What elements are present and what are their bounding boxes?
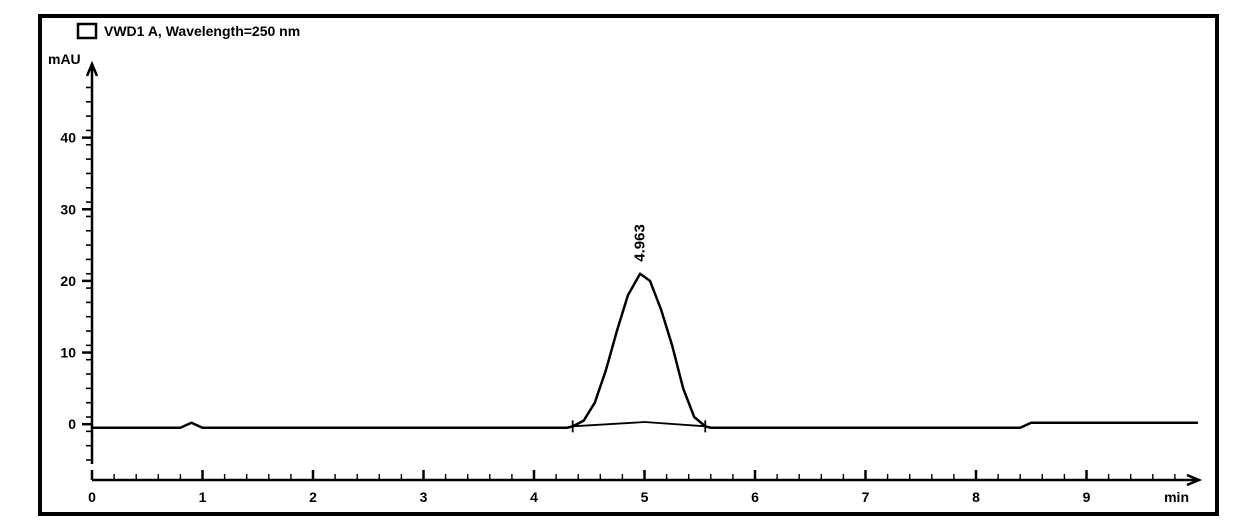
legend: VWD1 A, Wavelength=250 nm [78,23,300,39]
legend-label: VWD1 A, Wavelength=250 nm [104,23,300,39]
x-tick-label: 5 [641,489,649,505]
x-axis-label: min [1164,489,1189,505]
x-tick-label: 2 [309,489,317,505]
chromatogram-chart: VWD1 A, Wavelength=250 nmmAUmin010203040… [0,0,1239,530]
x-tick-label: 7 [862,489,870,505]
chart-svg: VWD1 A, Wavelength=250 nmmAUmin010203040… [0,0,1239,530]
x-tick-label: 0 [88,489,96,505]
x-tick-label: 1 [199,489,207,505]
legend-square-icon [78,24,96,38]
y-axis-label: mAU [48,51,81,67]
y-tick-label: 10 [60,345,76,361]
y-tick-label: 40 [60,130,76,146]
x-tick-label: 9 [1083,489,1091,505]
x-tick-label: 3 [420,489,428,505]
y-tick-label: 30 [60,201,76,217]
y-tick-label: 0 [68,416,76,432]
x-tick-label: 6 [751,489,759,505]
x-tick-label: 4 [530,489,538,505]
x-tick-label: 8 [972,489,980,505]
peak-label: 4.963 [631,224,648,262]
outer-frame [40,16,1217,514]
y-tick-label: 20 [60,273,76,289]
